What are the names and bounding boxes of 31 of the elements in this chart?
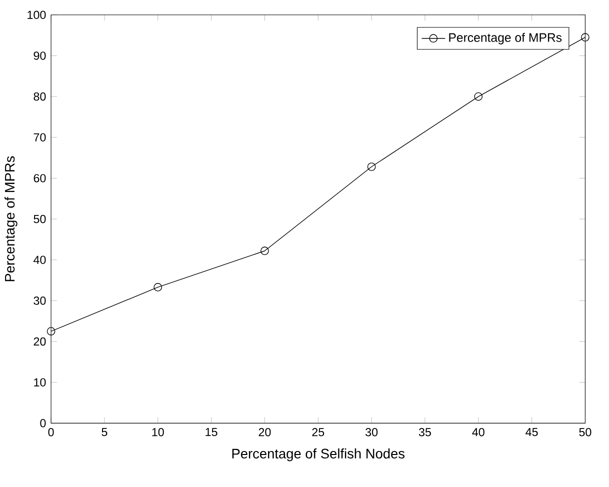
x-tick-label: 40 — [472, 428, 484, 436]
point — [474, 92, 483, 101]
x-tick-label: 5 — [102, 428, 108, 436]
x-axis-title: Percentage of Selfish Nodes — [232, 448, 405, 462]
x-tick-label: 10 — [152, 428, 164, 436]
x-tick-label: 30 — [366, 428, 378, 436]
y-tick-label: 10 — [34, 378, 46, 387]
y-tick-label: 70 — [34, 133, 46, 142]
x-tick-label: 0 — [48, 428, 54, 436]
y-tick-label: 80 — [34, 92, 46, 101]
y-tick-label: 50 — [34, 215, 46, 224]
y-tick-label: 60 — [34, 174, 46, 183]
point — [367, 162, 376, 172]
y-tick-label: 20 — [34, 338, 46, 346]
y-tick-label: 0 — [40, 419, 46, 428]
point — [260, 246, 269, 256]
x-tick-label: 35 — [418, 428, 431, 436]
point — [581, 33, 590, 42]
x-tick-label: 50 — [579, 428, 592, 436]
y-axis-title: Percentage of MPRs — [4, 156, 18, 282]
point — [46, 327, 56, 336]
legend-label: Percentage of MPRs — [449, 33, 562, 45]
x-tick-label: 15 — [206, 428, 218, 436]
point — [154, 283, 162, 292]
y-tick-label: 90 — [34, 52, 46, 60]
x-tick-label: 45 — [526, 428, 538, 436]
x-tick-label: 20 — [258, 428, 271, 436]
x-tick-label: 25 — [312, 428, 324, 436]
y-tick-label: 100 — [28, 10, 46, 20]
y-tick-label: 40 — [33, 256, 46, 264]
y-tick-label: 30 — [34, 296, 46, 305]
